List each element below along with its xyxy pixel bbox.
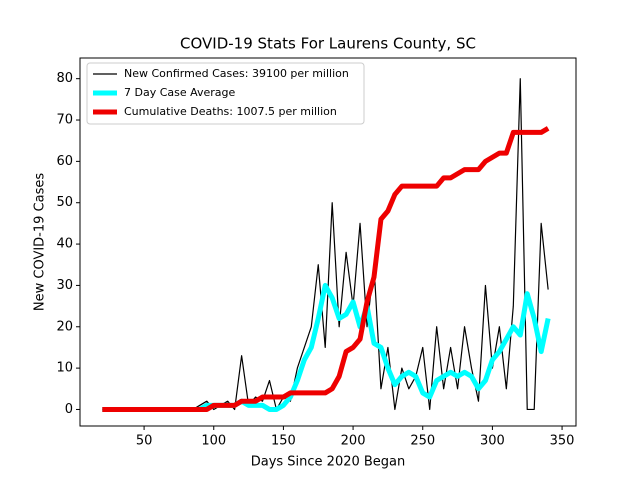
legend-box: [86, 62, 365, 125]
legend-label: New Confirmed Cases: 39100 per million: [124, 67, 349, 80]
x-tick-label: 150: [271, 434, 296, 449]
x-tick-label: 100: [201, 434, 226, 449]
y-tick-label: 80: [56, 71, 73, 86]
y-tick-label: 20: [56, 319, 73, 334]
y-tick-label: 40: [56, 237, 73, 252]
y-tick-label: 0: [65, 402, 73, 417]
x-tick-label: 50: [136, 434, 153, 449]
y-tick-label: 60: [56, 154, 73, 169]
x-axis-label: Days Since 2020 Began: [251, 455, 406, 470]
y-tick-label: 30: [56, 278, 73, 293]
x-tick-label: 200: [341, 434, 366, 449]
legend-label: Cumulative Deaths: 1007.5 per million: [124, 105, 337, 118]
x-tick-label: 250: [410, 434, 435, 449]
series-line: [102, 78, 549, 411]
x-tick-label: 300: [480, 434, 505, 449]
series-line: [102, 126, 550, 412]
y-tick-label: 50: [56, 195, 73, 210]
chart-title: COVID-19 Stats For Laurens County, SC: [180, 35, 476, 53]
legend-label: 7 Day Case Average: [124, 86, 236, 99]
y-tick-label: 70: [56, 113, 73, 128]
x-tick-label: 350: [550, 434, 575, 449]
y-tick-label: 10: [56, 361, 73, 376]
plot-frame: [79, 57, 577, 427]
y-axis-label: New COVID-19 Cases: [33, 173, 48, 311]
